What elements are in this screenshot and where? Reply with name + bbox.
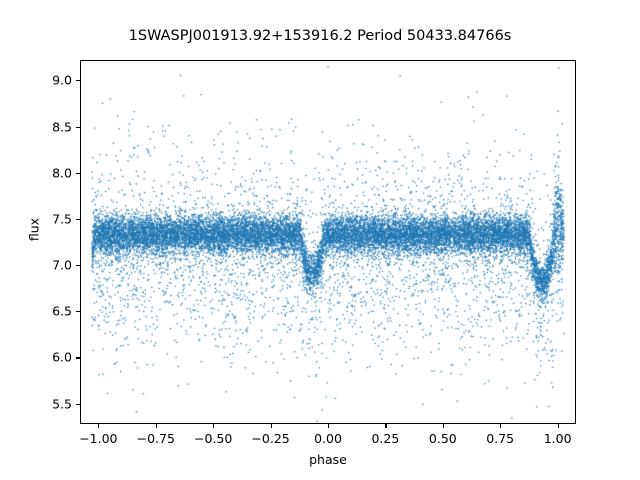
y-tick-label: 6.5 [52,303,72,319]
y-tick-label: 7.0 [52,257,72,273]
y-tick-mark [76,403,80,405]
x-tick-label: 0.25 [371,431,400,446]
x-tick-label: −0.75 [136,431,175,446]
x-tick-mark [557,424,559,428]
y-axis-title: flux [26,217,42,242]
x-tick-mark [500,424,502,428]
y-tick-mark [76,218,80,220]
y-tick-label: 9.0 [52,72,72,88]
y-tick-label: 8.0 [52,165,72,181]
y-tick-mark [76,311,80,313]
x-tick-mark [213,424,215,428]
x-tick-mark [442,424,444,428]
y-axis-tick-labels: 5.5 6.0 6.5 7.0 7.5 8.0 8.5 9.0 [20,60,72,424]
x-tick-mark [328,424,330,428]
x-tick-mark [98,424,100,428]
x-tick-label: 0.00 [314,431,342,446]
x-tick-label: 1.00 [543,431,572,446]
y-tick-mark [76,172,80,174]
y-tick-label: 5.5 [52,396,72,412]
plot-axes [80,60,577,425]
x-tick-label: 0.75 [486,431,515,446]
x-axis-title: phase [309,452,347,467]
x-tick-label: 0.50 [428,431,457,446]
x-tick-mark [270,424,272,428]
y-tick-label: 6.0 [52,349,72,365]
x-tick-label: −0.50 [194,431,233,446]
x-tick-mark [385,424,387,428]
y-tick-mark [76,126,80,128]
y-tick-mark [76,80,80,82]
x-tick-label: −1.00 [79,431,118,446]
x-tick-label: −0.25 [251,431,290,446]
y-tick-label: 7.5 [52,211,72,227]
y-tick-mark [76,357,80,359]
y-tick-label: 8.5 [52,119,72,135]
x-tick-mark [155,424,157,428]
page-title: 1SWASPJ001913.92+153916.2 Period 50433.8… [128,28,512,44]
scatter-plot-area [81,61,577,425]
y-tick-mark [76,265,80,267]
